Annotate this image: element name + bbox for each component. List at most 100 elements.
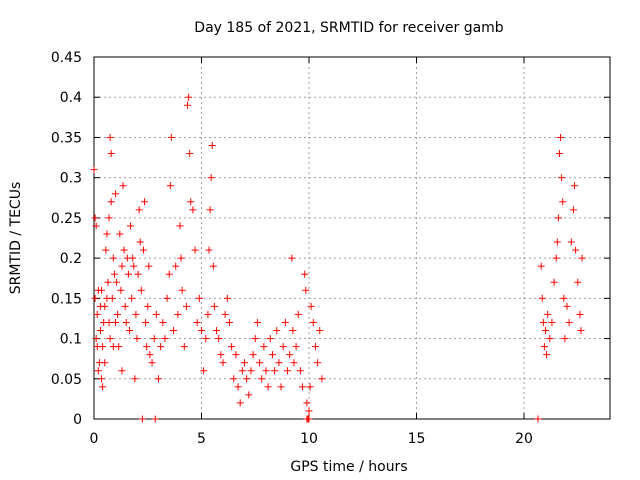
grid-lines bbox=[94, 57, 610, 419]
data-point bbox=[215, 335, 223, 343]
data-point bbox=[174, 310, 182, 318]
data-point bbox=[98, 286, 106, 294]
data-point bbox=[268, 351, 276, 359]
data-point bbox=[124, 270, 132, 278]
data-point bbox=[275, 359, 283, 367]
data-point bbox=[91, 294, 99, 302]
data-point bbox=[249, 351, 257, 359]
data-point bbox=[241, 359, 248, 367]
data-point bbox=[271, 367, 279, 375]
data-point bbox=[139, 246, 147, 254]
data-point bbox=[148, 359, 156, 367]
data-point bbox=[182, 302, 190, 310]
data-point bbox=[99, 383, 107, 391]
data-point bbox=[91, 214, 99, 222]
data-point bbox=[200, 367, 208, 375]
data-point bbox=[195, 294, 203, 302]
y-tick-label: 0.4 bbox=[60, 90, 82, 106]
data-point bbox=[128, 294, 136, 302]
data-point bbox=[318, 375, 326, 383]
data-point bbox=[303, 399, 311, 407]
data-point bbox=[134, 270, 142, 278]
x-tick-label: 10 bbox=[300, 431, 318, 447]
data-point bbox=[135, 206, 143, 214]
data-point bbox=[561, 335, 569, 343]
data-point bbox=[243, 375, 251, 383]
data-point bbox=[253, 318, 261, 326]
data-point bbox=[534, 415, 542, 423]
data-point bbox=[537, 262, 545, 270]
data-point bbox=[554, 214, 562, 222]
y-tick-label: 0.25 bbox=[51, 211, 82, 227]
data-point bbox=[163, 294, 171, 302]
x-tick-label: 20 bbox=[515, 431, 533, 447]
data-point bbox=[165, 270, 173, 278]
data-point bbox=[187, 198, 195, 206]
data-point bbox=[112, 190, 119, 198]
data-point bbox=[157, 343, 165, 351]
y-tick-label: 0 bbox=[73, 412, 82, 428]
data-point bbox=[572, 246, 580, 254]
data-point bbox=[258, 375, 266, 383]
data-point bbox=[205, 246, 213, 254]
x-tick-label: 15 bbox=[408, 431, 426, 447]
data-point bbox=[546, 335, 554, 343]
data-point bbox=[540, 343, 548, 351]
data-point bbox=[260, 343, 268, 351]
data-point bbox=[552, 254, 560, 262]
data-point bbox=[166, 182, 174, 190]
data-point bbox=[130, 262, 138, 270]
data-point bbox=[115, 343, 123, 351]
data-point bbox=[170, 327, 178, 335]
data-point bbox=[129, 254, 137, 262]
data-point bbox=[577, 327, 585, 335]
data-point bbox=[99, 343, 107, 351]
data-point bbox=[119, 182, 127, 190]
data-point bbox=[217, 351, 225, 359]
data-point bbox=[98, 375, 106, 383]
data-point bbox=[184, 101, 192, 109]
data-point bbox=[180, 343, 188, 351]
data-point bbox=[307, 302, 315, 310]
data-point bbox=[544, 310, 552, 318]
data-point bbox=[145, 262, 153, 270]
data-point bbox=[208, 141, 216, 149]
data-point bbox=[193, 318, 201, 326]
data-point bbox=[112, 318, 119, 326]
data-point bbox=[136, 238, 144, 246]
data-point bbox=[132, 310, 140, 318]
data-point bbox=[137, 286, 145, 294]
data-point bbox=[225, 318, 233, 326]
data-point bbox=[221, 310, 229, 318]
data-point bbox=[152, 310, 160, 318]
data-point bbox=[238, 367, 246, 375]
data-point bbox=[311, 343, 319, 351]
data-point bbox=[92, 222, 100, 230]
data-point bbox=[305, 415, 313, 423]
data-point bbox=[105, 318, 113, 326]
data-points bbox=[90, 93, 586, 423]
data-point bbox=[571, 182, 579, 190]
data-point bbox=[563, 302, 571, 310]
data-point bbox=[559, 198, 567, 206]
data-point bbox=[121, 302, 129, 310]
data-point bbox=[207, 174, 215, 182]
data-point bbox=[262, 367, 270, 375]
data-point bbox=[186, 150, 194, 158]
data-point bbox=[538, 294, 546, 302]
y-tick-label: 0.35 bbox=[51, 130, 82, 146]
data-point bbox=[107, 198, 115, 206]
data-point bbox=[309, 318, 317, 326]
data-point bbox=[560, 294, 568, 302]
data-point bbox=[125, 327, 133, 335]
data-point bbox=[306, 383, 314, 391]
data-point bbox=[101, 359, 109, 367]
data-point bbox=[178, 286, 186, 294]
y-axis-label: SRMTID / TECUs bbox=[8, 182, 24, 295]
data-point bbox=[106, 133, 114, 141]
y-tick-label: 0.3 bbox=[60, 171, 82, 187]
data-point bbox=[542, 327, 549, 335]
data-point bbox=[110, 270, 118, 278]
data-point bbox=[578, 254, 586, 262]
data-point bbox=[143, 343, 151, 351]
